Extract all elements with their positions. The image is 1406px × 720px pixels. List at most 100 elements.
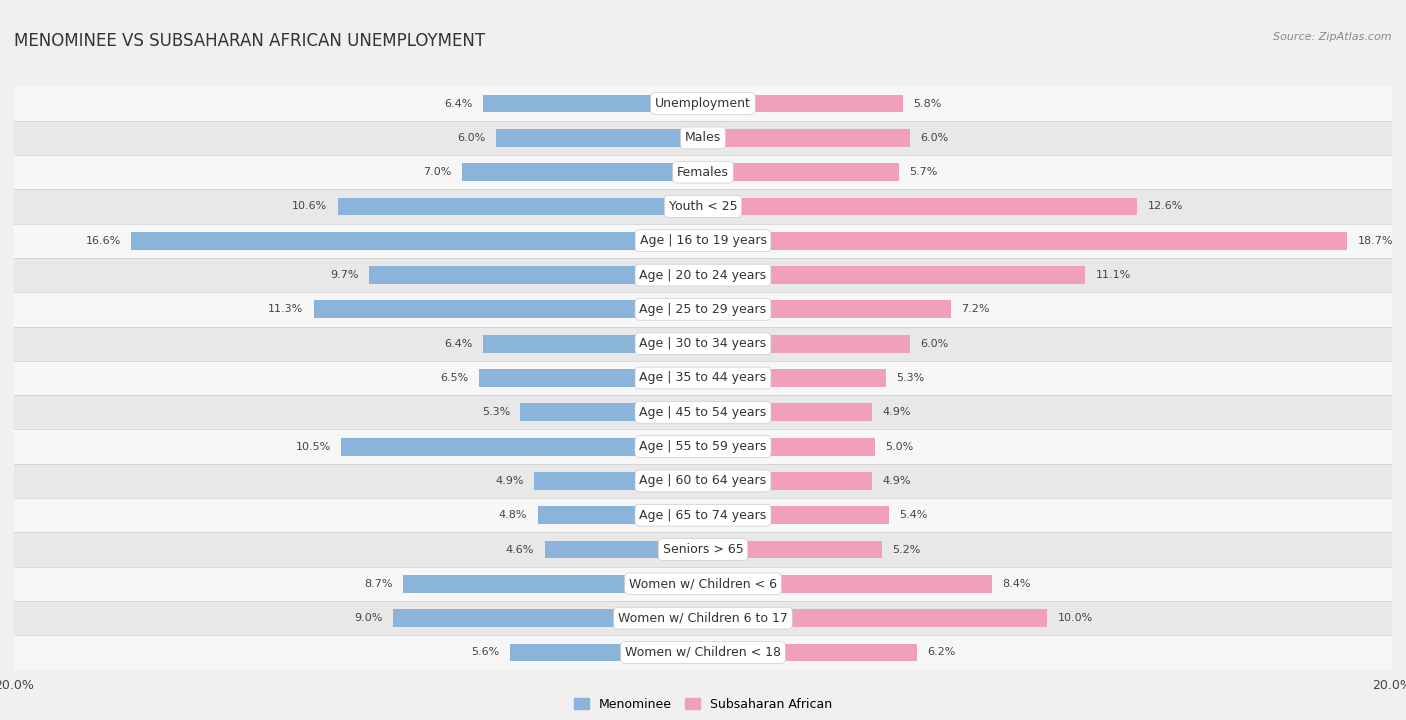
FancyBboxPatch shape bbox=[14, 327, 1392, 361]
FancyBboxPatch shape bbox=[14, 86, 1392, 121]
Bar bbox=[703, 129, 910, 147]
Text: Age | 45 to 54 years: Age | 45 to 54 years bbox=[640, 406, 766, 419]
FancyBboxPatch shape bbox=[14, 224, 1392, 258]
Text: 6.5%: 6.5% bbox=[440, 373, 468, 383]
Bar bbox=[496, 129, 703, 147]
Bar bbox=[703, 609, 1047, 627]
Text: 11.3%: 11.3% bbox=[269, 305, 304, 315]
FancyBboxPatch shape bbox=[14, 567, 1392, 601]
FancyBboxPatch shape bbox=[14, 121, 1392, 155]
Text: Age | 65 to 74 years: Age | 65 to 74 years bbox=[640, 509, 766, 522]
FancyBboxPatch shape bbox=[14, 395, 1392, 429]
Bar bbox=[510, 644, 703, 662]
Bar bbox=[703, 472, 872, 490]
Bar bbox=[461, 163, 703, 181]
Text: Women w/ Children < 6: Women w/ Children < 6 bbox=[628, 577, 778, 590]
Text: Youth < 25: Youth < 25 bbox=[669, 200, 737, 213]
Bar bbox=[337, 197, 703, 215]
FancyBboxPatch shape bbox=[14, 498, 1392, 532]
Bar bbox=[392, 609, 703, 627]
Text: Age | 25 to 29 years: Age | 25 to 29 years bbox=[640, 303, 766, 316]
Text: Age | 30 to 34 years: Age | 30 to 34 years bbox=[640, 337, 766, 350]
Text: 10.0%: 10.0% bbox=[1057, 613, 1092, 623]
Text: Males: Males bbox=[685, 131, 721, 144]
Text: Women w/ Children < 18: Women w/ Children < 18 bbox=[626, 646, 780, 659]
FancyBboxPatch shape bbox=[14, 292, 1392, 327]
Text: Age | 35 to 44 years: Age | 35 to 44 years bbox=[640, 372, 766, 384]
Text: 4.9%: 4.9% bbox=[882, 408, 911, 418]
FancyBboxPatch shape bbox=[14, 429, 1392, 464]
Bar bbox=[703, 335, 910, 353]
FancyBboxPatch shape bbox=[14, 601, 1392, 635]
Bar bbox=[703, 369, 886, 387]
Text: Age | 20 to 24 years: Age | 20 to 24 years bbox=[640, 269, 766, 282]
Text: 4.9%: 4.9% bbox=[882, 476, 911, 486]
Bar bbox=[703, 300, 950, 318]
Text: Seniors > 65: Seniors > 65 bbox=[662, 543, 744, 556]
Text: 6.0%: 6.0% bbox=[920, 338, 948, 348]
Bar bbox=[342, 438, 703, 456]
Text: 16.6%: 16.6% bbox=[86, 235, 121, 246]
Legend: Menominee, Subsaharan African: Menominee, Subsaharan African bbox=[569, 693, 837, 716]
Text: 5.7%: 5.7% bbox=[910, 167, 938, 177]
Bar bbox=[703, 163, 900, 181]
Text: 5.2%: 5.2% bbox=[893, 544, 921, 554]
Bar bbox=[534, 472, 703, 490]
Text: 5.0%: 5.0% bbox=[886, 441, 914, 451]
Text: 5.8%: 5.8% bbox=[912, 99, 942, 109]
Text: 10.6%: 10.6% bbox=[292, 202, 328, 212]
Bar bbox=[703, 506, 889, 524]
Text: 6.4%: 6.4% bbox=[444, 338, 472, 348]
Text: 6.0%: 6.0% bbox=[458, 133, 486, 143]
Text: 5.4%: 5.4% bbox=[900, 510, 928, 521]
Text: 9.7%: 9.7% bbox=[330, 270, 359, 280]
Text: 8.7%: 8.7% bbox=[364, 579, 392, 589]
Bar bbox=[703, 197, 1137, 215]
FancyBboxPatch shape bbox=[14, 258, 1392, 292]
FancyBboxPatch shape bbox=[14, 189, 1392, 224]
Bar bbox=[482, 335, 703, 353]
Text: 7.2%: 7.2% bbox=[962, 305, 990, 315]
FancyBboxPatch shape bbox=[14, 155, 1392, 189]
Bar bbox=[368, 266, 703, 284]
Bar bbox=[537, 506, 703, 524]
Text: 4.9%: 4.9% bbox=[495, 476, 524, 486]
Bar bbox=[404, 575, 703, 593]
Text: 10.5%: 10.5% bbox=[295, 441, 330, 451]
Bar bbox=[703, 232, 1347, 250]
Bar bbox=[544, 541, 703, 559]
FancyBboxPatch shape bbox=[14, 532, 1392, 567]
Text: 8.4%: 8.4% bbox=[1002, 579, 1031, 589]
Bar bbox=[520, 403, 703, 421]
Text: 5.3%: 5.3% bbox=[482, 408, 510, 418]
Text: Females: Females bbox=[678, 166, 728, 179]
Bar bbox=[703, 541, 882, 559]
Text: 5.3%: 5.3% bbox=[896, 373, 924, 383]
Bar bbox=[703, 266, 1085, 284]
FancyBboxPatch shape bbox=[14, 361, 1392, 395]
Text: 9.0%: 9.0% bbox=[354, 613, 382, 623]
Text: Age | 16 to 19 years: Age | 16 to 19 years bbox=[640, 234, 766, 247]
Bar bbox=[703, 94, 903, 112]
Text: 6.0%: 6.0% bbox=[920, 133, 948, 143]
Text: 7.0%: 7.0% bbox=[423, 167, 451, 177]
Text: 6.4%: 6.4% bbox=[444, 99, 472, 109]
Bar bbox=[703, 403, 872, 421]
Bar bbox=[703, 644, 917, 662]
Bar bbox=[131, 232, 703, 250]
Text: Unemployment: Unemployment bbox=[655, 97, 751, 110]
Bar bbox=[479, 369, 703, 387]
Text: 11.1%: 11.1% bbox=[1095, 270, 1130, 280]
Text: Age | 60 to 64 years: Age | 60 to 64 years bbox=[640, 474, 766, 487]
Text: Women w/ Children 6 to 17: Women w/ Children 6 to 17 bbox=[619, 612, 787, 625]
Text: 5.6%: 5.6% bbox=[471, 647, 499, 657]
Bar bbox=[482, 94, 703, 112]
Text: 4.8%: 4.8% bbox=[499, 510, 527, 521]
Text: Source: ZipAtlas.com: Source: ZipAtlas.com bbox=[1274, 32, 1392, 42]
Bar bbox=[703, 575, 993, 593]
Text: 12.6%: 12.6% bbox=[1147, 202, 1182, 212]
Bar bbox=[314, 300, 703, 318]
Bar bbox=[703, 438, 875, 456]
Text: MENOMINEE VS SUBSAHARAN AFRICAN UNEMPLOYMENT: MENOMINEE VS SUBSAHARAN AFRICAN UNEMPLOY… bbox=[14, 32, 485, 50]
Text: 6.2%: 6.2% bbox=[927, 647, 955, 657]
